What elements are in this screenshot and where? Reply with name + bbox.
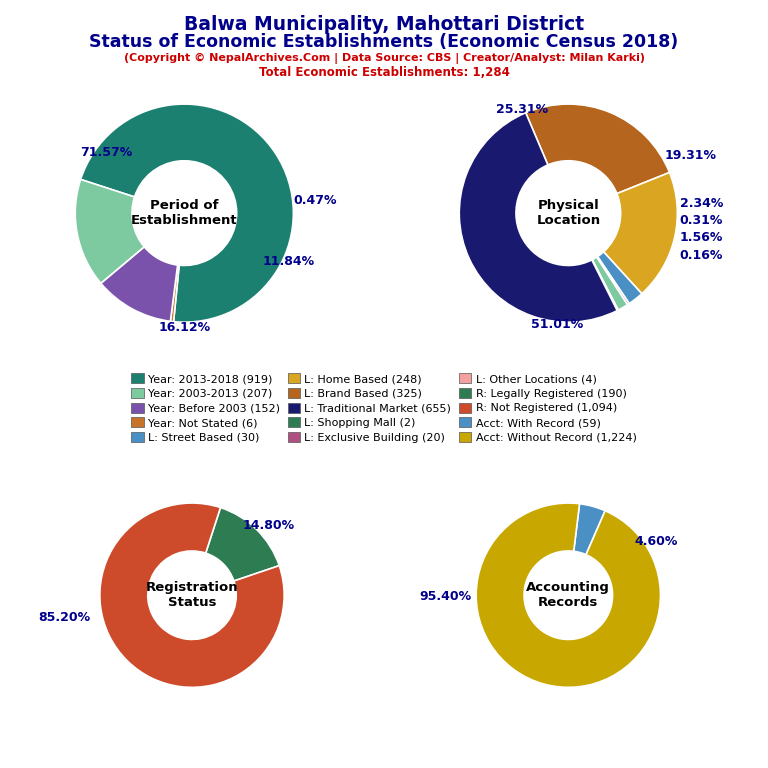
Text: 85.20%: 85.20% [38, 611, 91, 624]
Wedge shape [526, 104, 670, 194]
Text: 11.84%: 11.84% [263, 256, 315, 269]
Wedge shape [592, 260, 618, 310]
Text: 0.31%: 0.31% [680, 214, 723, 227]
Wedge shape [598, 252, 642, 303]
Wedge shape [81, 104, 293, 322]
Wedge shape [604, 173, 677, 293]
Legend: Year: 2013-2018 (919), Year: 2003-2013 (207), Year: Before 2003 (152), Year: Not: Year: 2013-2018 (919), Year: 2003-2013 (… [127, 369, 641, 447]
Text: Physical
Location: Physical Location [536, 199, 601, 227]
Wedge shape [459, 113, 617, 322]
Text: 14.80%: 14.80% [243, 519, 295, 532]
Text: 0.16%: 0.16% [680, 249, 723, 262]
Wedge shape [206, 508, 280, 581]
Wedge shape [101, 247, 177, 321]
Text: Total Economic Establishments: 1,284: Total Economic Establishments: 1,284 [259, 66, 509, 79]
Wedge shape [574, 504, 605, 554]
Text: Status of Economic Establishments (Economic Census 2018): Status of Economic Establishments (Econo… [89, 33, 679, 51]
Text: 1.56%: 1.56% [680, 231, 723, 244]
Wedge shape [592, 257, 627, 310]
Text: 2.34%: 2.34% [680, 197, 723, 210]
Text: 51.01%: 51.01% [531, 318, 584, 331]
Text: 0.47%: 0.47% [293, 194, 337, 207]
Text: 25.31%: 25.31% [496, 103, 548, 116]
Wedge shape [100, 503, 284, 687]
Wedge shape [597, 257, 629, 305]
Text: 19.31%: 19.31% [664, 148, 717, 161]
Wedge shape [170, 265, 179, 322]
Text: Registration
Status: Registration Status [146, 581, 238, 609]
Text: Period of
Establishment: Period of Establishment [131, 199, 237, 227]
Text: 16.12%: 16.12% [158, 321, 210, 334]
Text: Accounting
Records: Accounting Records [526, 581, 611, 609]
Wedge shape [75, 180, 144, 283]
Wedge shape [476, 503, 660, 687]
Text: 4.60%: 4.60% [634, 535, 678, 548]
Text: Balwa Municipality, Mahottari District: Balwa Municipality, Mahottari District [184, 15, 584, 35]
Text: 71.57%: 71.57% [80, 147, 132, 160]
Text: (Copyright © NepalArchives.Com | Data Source: CBS | Creator/Analyst: Milan Karki: (Copyright © NepalArchives.Com | Data So… [124, 53, 644, 64]
Text: 95.40%: 95.40% [419, 590, 472, 603]
